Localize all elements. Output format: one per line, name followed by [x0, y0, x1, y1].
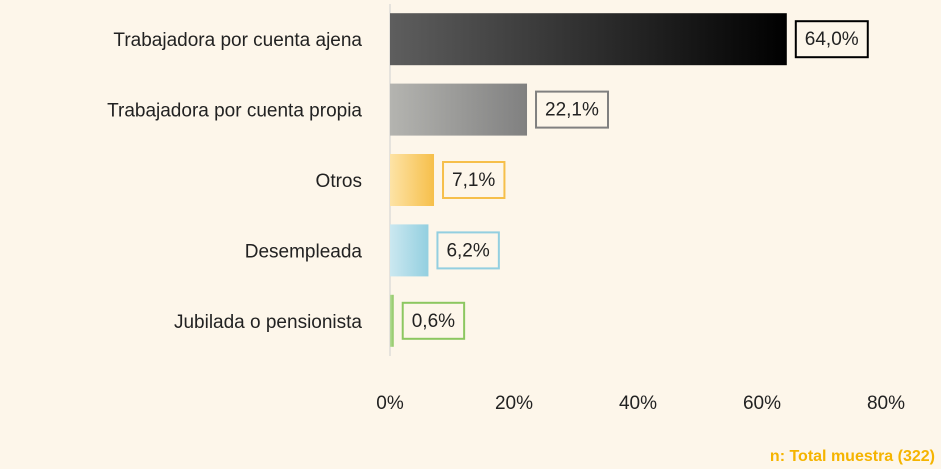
value-label: 0,6%	[412, 311, 455, 332]
value-label-box	[535, 90, 609, 129]
category-label: Desempleada	[245, 241, 363, 262]
annotation: n: Total muestra (322)	[770, 448, 935, 465]
category-label: Jubilada o pensionista	[174, 312, 362, 333]
x-tick-label: 80%	[867, 393, 905, 414]
value-label-box	[794, 20, 869, 59]
x-tick-label: 0%	[376, 393, 404, 414]
x-tick-label: 20%	[495, 393, 533, 414]
x-tick-label: 60%	[743, 393, 781, 414]
category-label: Trabajadora por cuenta ajena	[113, 30, 362, 51]
value-label-box	[442, 161, 506, 199]
value-label: 22,1%	[545, 100, 599, 121]
value-label: 6,2%	[446, 240, 489, 261]
category-label: Otros	[316, 171, 362, 192]
bar	[390, 83, 528, 136]
value-label: 64,0%	[805, 29, 859, 50]
category-label: Trabajadora por cuenta propia	[107, 101, 362, 122]
bar	[390, 13, 787, 66]
value-label-box	[401, 301, 466, 340]
x-tick-label: 40%	[619, 393, 657, 414]
bar	[390, 154, 435, 206]
bar	[390, 224, 429, 277]
value-label-box	[436, 231, 500, 270]
value-label: 7,1%	[452, 170, 495, 191]
bar	[390, 294, 394, 347]
